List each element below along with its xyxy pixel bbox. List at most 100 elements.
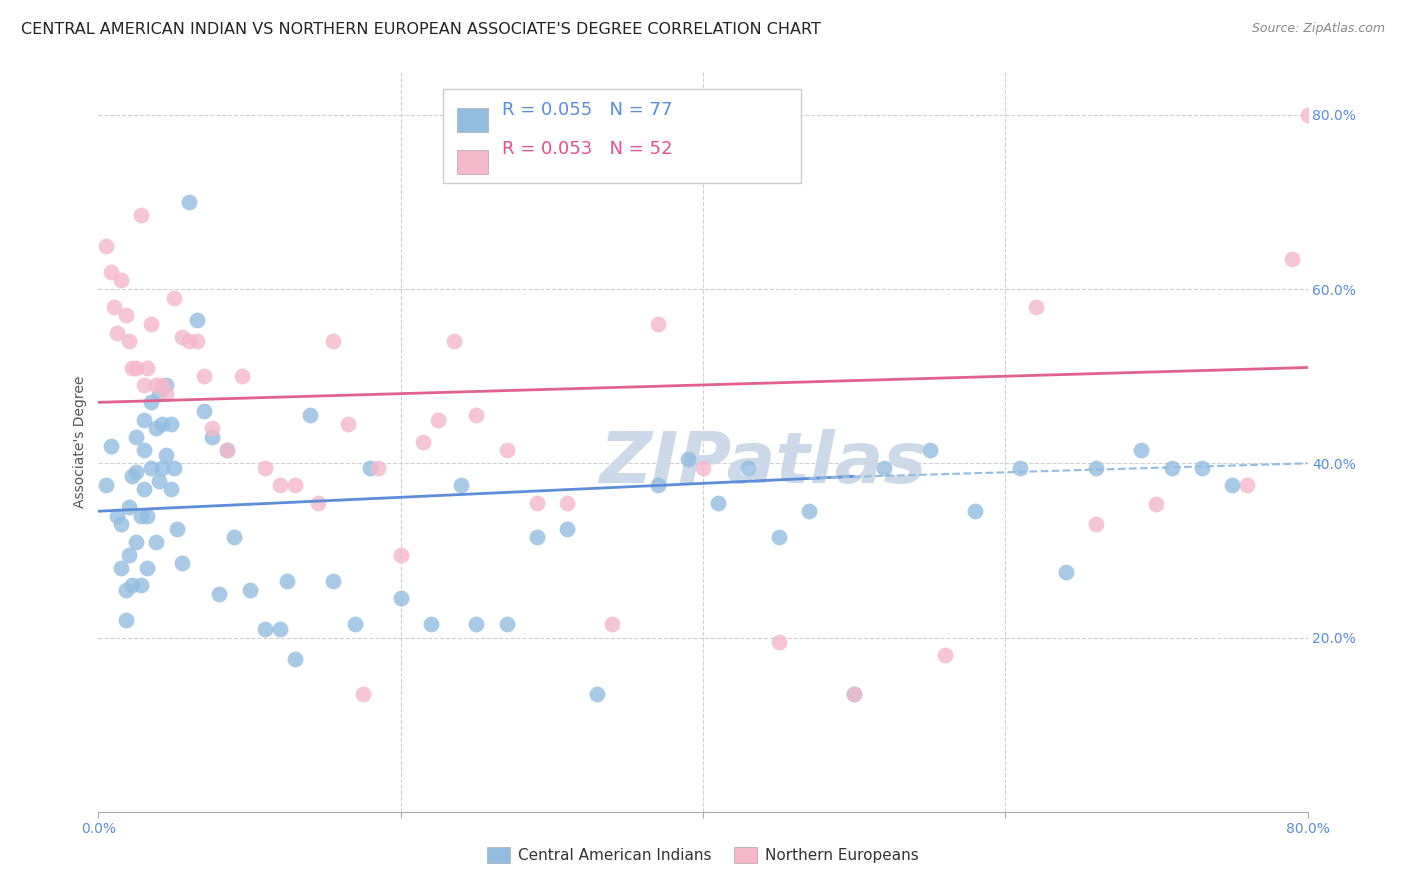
Point <box>284 652 307 666</box>
Point <box>125 430 148 444</box>
Point <box>141 317 163 331</box>
Point <box>322 574 344 588</box>
Point <box>412 434 434 449</box>
Point <box>934 648 956 662</box>
Point <box>121 578 143 592</box>
Point <box>114 308 136 322</box>
Point <box>389 591 412 606</box>
Point <box>114 582 136 597</box>
Point <box>676 452 699 467</box>
Point <box>253 622 276 636</box>
Point <box>239 582 262 597</box>
Point <box>1191 460 1213 475</box>
Point <box>150 417 173 431</box>
Point <box>118 548 141 562</box>
Point <box>179 194 201 209</box>
Point <box>186 334 208 349</box>
Point <box>118 500 141 514</box>
Point <box>1130 443 1153 458</box>
Point <box>253 460 276 475</box>
Point <box>1236 478 1258 492</box>
Point <box>215 443 238 458</box>
Point <box>160 483 183 497</box>
Point <box>602 617 624 632</box>
Point <box>231 369 253 384</box>
Point <box>179 334 201 349</box>
Point <box>125 534 148 549</box>
Point <box>707 495 730 509</box>
Point <box>276 574 298 588</box>
Point <box>450 478 472 492</box>
Point <box>170 330 193 344</box>
Point <box>129 578 152 592</box>
Point <box>145 421 167 435</box>
Point <box>352 687 374 701</box>
Point <box>103 300 125 314</box>
Point <box>918 443 941 458</box>
Point <box>110 273 132 287</box>
Point <box>1296 108 1319 122</box>
Point <box>647 317 669 331</box>
Point <box>193 369 215 384</box>
Point <box>129 208 152 222</box>
Point <box>100 439 122 453</box>
Point <box>163 460 186 475</box>
Point <box>269 478 291 492</box>
Point <box>344 617 367 632</box>
Point <box>555 522 578 536</box>
Point <box>150 378 173 392</box>
Point <box>1085 517 1108 532</box>
Text: CENTRAL AMERICAN INDIAN VS NORTHERN EUROPEAN ASSOCIATE'S DEGREE CORRELATION CHAR: CENTRAL AMERICAN INDIAN VS NORTHERN EURO… <box>21 22 821 37</box>
Point <box>148 474 170 488</box>
Point <box>526 530 548 544</box>
Point <box>94 478 117 492</box>
Point <box>160 417 183 431</box>
Point <box>193 404 215 418</box>
Point <box>105 508 128 523</box>
Point <box>186 312 208 326</box>
Point <box>647 478 669 492</box>
Point <box>125 360 148 375</box>
Point <box>844 687 866 701</box>
Point <box>495 443 517 458</box>
Point <box>155 386 177 401</box>
Point <box>495 617 517 632</box>
Point <box>768 635 790 649</box>
Point <box>125 465 148 479</box>
Point <box>299 409 322 423</box>
Text: R = 0.055   N = 77: R = 0.055 N = 77 <box>502 101 672 119</box>
Point <box>132 378 155 392</box>
Legend: Central American Indians, Northern Europeans: Central American Indians, Northern Europ… <box>479 839 927 871</box>
Point <box>284 478 307 492</box>
Point <box>389 548 412 562</box>
Point <box>224 530 246 544</box>
Point <box>132 443 155 458</box>
Point <box>443 334 465 349</box>
Point <box>526 495 548 509</box>
Point <box>155 378 177 392</box>
Point <box>155 448 177 462</box>
Point <box>737 460 759 475</box>
Point <box>135 360 157 375</box>
Point <box>215 443 238 458</box>
Point <box>135 561 157 575</box>
Point <box>768 530 790 544</box>
Point <box>121 469 143 483</box>
Text: Source: ZipAtlas.com: Source: ZipAtlas.com <box>1251 22 1385 36</box>
Point <box>465 617 488 632</box>
Point <box>586 687 609 701</box>
Point <box>965 504 987 518</box>
Point <box>844 687 866 701</box>
Point <box>692 460 714 475</box>
Point <box>360 460 382 475</box>
Point <box>873 460 896 475</box>
Point <box>135 508 157 523</box>
Point <box>110 561 132 575</box>
Point <box>129 508 152 523</box>
Point <box>427 413 450 427</box>
Y-axis label: Associate's Degree: Associate's Degree <box>73 376 87 508</box>
Point <box>1281 252 1303 266</box>
Point <box>110 517 132 532</box>
Point <box>170 557 193 571</box>
Point <box>114 613 136 627</box>
